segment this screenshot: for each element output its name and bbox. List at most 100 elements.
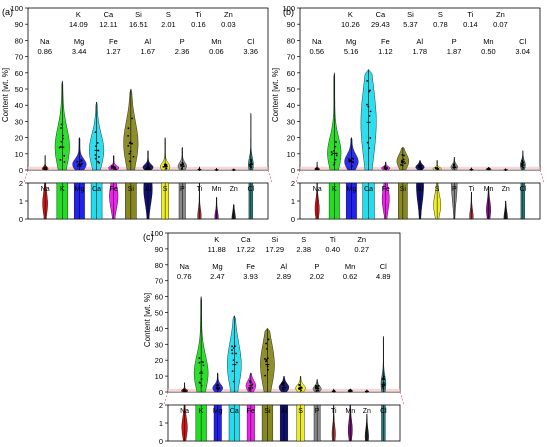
point-K bbox=[60, 123, 63, 126]
point-Si bbox=[127, 134, 130, 137]
y-tick-label: 70 bbox=[15, 53, 23, 62]
point-Cl bbox=[521, 161, 524, 163]
y-tick-label: 10 bbox=[15, 150, 23, 159]
point-Ca bbox=[366, 141, 369, 144]
point-Si bbox=[266, 357, 269, 360]
point-Ca bbox=[231, 370, 234, 373]
annotation-element: Zn bbox=[224, 10, 233, 19]
point-K bbox=[333, 161, 336, 164]
y-tick-label: 0 bbox=[159, 388, 163, 397]
annotation-element: Ca bbox=[376, 10, 386, 19]
category-label: Ca bbox=[92, 186, 101, 193]
point-Si bbox=[402, 158, 405, 161]
y-tick-label: 50 bbox=[15, 85, 23, 94]
category-label: Mn bbox=[484, 186, 494, 193]
annotation-value: 0.03 bbox=[221, 20, 236, 29]
point-K bbox=[200, 378, 203, 380]
point-Si bbox=[403, 154, 405, 157]
point-Mg bbox=[80, 159, 83, 161]
annotation-value: 3.44 bbox=[72, 47, 87, 56]
annotation-value: 0.07 bbox=[493, 20, 508, 29]
annotation-element: Mn bbox=[483, 37, 493, 46]
point-S bbox=[163, 163, 166, 166]
point-Cl bbox=[521, 165, 523, 168]
point-K bbox=[61, 134, 64, 137]
point-Fe bbox=[249, 381, 252, 384]
y-tick-label: 90 bbox=[287, 20, 295, 29]
y-tick-label: 30 bbox=[287, 117, 295, 126]
point-Cl bbox=[250, 159, 252, 161]
y-tick-label: 100 bbox=[10, 4, 23, 13]
point-P bbox=[314, 384, 317, 387]
point-K bbox=[335, 154, 338, 157]
point-Si bbox=[128, 160, 131, 163]
category-label: Fe bbox=[247, 408, 255, 415]
y-tick-label: 10 bbox=[155, 372, 163, 381]
category-label: Zn bbox=[230, 186, 238, 193]
annotation-value: 10.26 bbox=[341, 20, 360, 29]
panel-label: (c) bbox=[143, 232, 154, 242]
point-Ca bbox=[231, 352, 234, 355]
point-Cl bbox=[522, 166, 525, 169]
point-Ca bbox=[231, 345, 234, 348]
point-P bbox=[181, 162, 184, 165]
point-S bbox=[300, 389, 303, 392]
annotation-element: Na bbox=[312, 37, 322, 46]
annotation-value: 0.06 bbox=[209, 47, 224, 56]
point-Cl bbox=[383, 378, 386, 380]
annotation-element: K bbox=[348, 10, 353, 19]
annotation-value: 0.14 bbox=[463, 20, 478, 29]
point-Mg bbox=[348, 158, 350, 160]
point-Cl bbox=[381, 378, 384, 381]
point-Mg bbox=[217, 384, 220, 387]
zoom-connector-right bbox=[399, 391, 405, 406]
y-tick-label: 50 bbox=[287, 85, 295, 94]
annotation-value: 0.76 bbox=[177, 272, 192, 281]
point-K bbox=[199, 382, 202, 384]
annotation-element: Ti bbox=[195, 10, 201, 19]
point-Si bbox=[264, 358, 266, 360]
point-Ca bbox=[368, 147, 371, 150]
point-Ca bbox=[368, 114, 371, 117]
category-label: Na bbox=[313, 186, 322, 193]
y-tick-label: 80 bbox=[287, 36, 295, 45]
point-Ca bbox=[98, 155, 100, 158]
y-tick-label: 40 bbox=[155, 324, 163, 333]
point-Al bbox=[419, 167, 422, 170]
point-Ca bbox=[366, 103, 368, 106]
category-label: Si bbox=[264, 408, 271, 415]
point-Ca bbox=[98, 161, 101, 164]
category-label: Ca bbox=[364, 186, 373, 193]
annotation-value: 2.47 bbox=[210, 272, 225, 281]
category-label: Al bbox=[281, 408, 288, 415]
point-Cl bbox=[383, 375, 385, 378]
point-Si bbox=[127, 145, 130, 147]
point-Si bbox=[264, 374, 267, 377]
annotation-value: 2.01 bbox=[161, 20, 176, 29]
annotation-element: Ca bbox=[241, 235, 251, 244]
annotation-element: P bbox=[452, 37, 457, 46]
category-label: S bbox=[435, 186, 440, 193]
annotation-element: K bbox=[76, 10, 81, 19]
point-Ca bbox=[368, 90, 370, 93]
annotation-value: 0.62 bbox=[343, 272, 358, 281]
annotation-value: 0.16 bbox=[191, 20, 206, 29]
zoom-connector-left bbox=[163, 391, 169, 406]
annotation-value: 0.27 bbox=[354, 245, 369, 254]
point-Mg bbox=[76, 160, 79, 163]
annotation-value: 3.93 bbox=[243, 272, 258, 281]
annotation-value: 1.67 bbox=[140, 47, 155, 56]
y-tick-label: 60 bbox=[287, 69, 295, 78]
point-Ca bbox=[367, 105, 370, 108]
point-K bbox=[330, 151, 333, 153]
annotation-element: Na bbox=[40, 37, 50, 46]
annotation-value: 5.37 bbox=[403, 20, 418, 29]
point-Si bbox=[404, 162, 406, 165]
point-S bbox=[298, 388, 301, 391]
y-tick-label: 40 bbox=[287, 101, 295, 110]
point-K bbox=[60, 140, 63, 143]
category-label: Mg bbox=[213, 408, 223, 415]
point-Al bbox=[420, 164, 423, 167]
point-Mg bbox=[350, 165, 353, 168]
point-Ca bbox=[231, 349, 233, 352]
